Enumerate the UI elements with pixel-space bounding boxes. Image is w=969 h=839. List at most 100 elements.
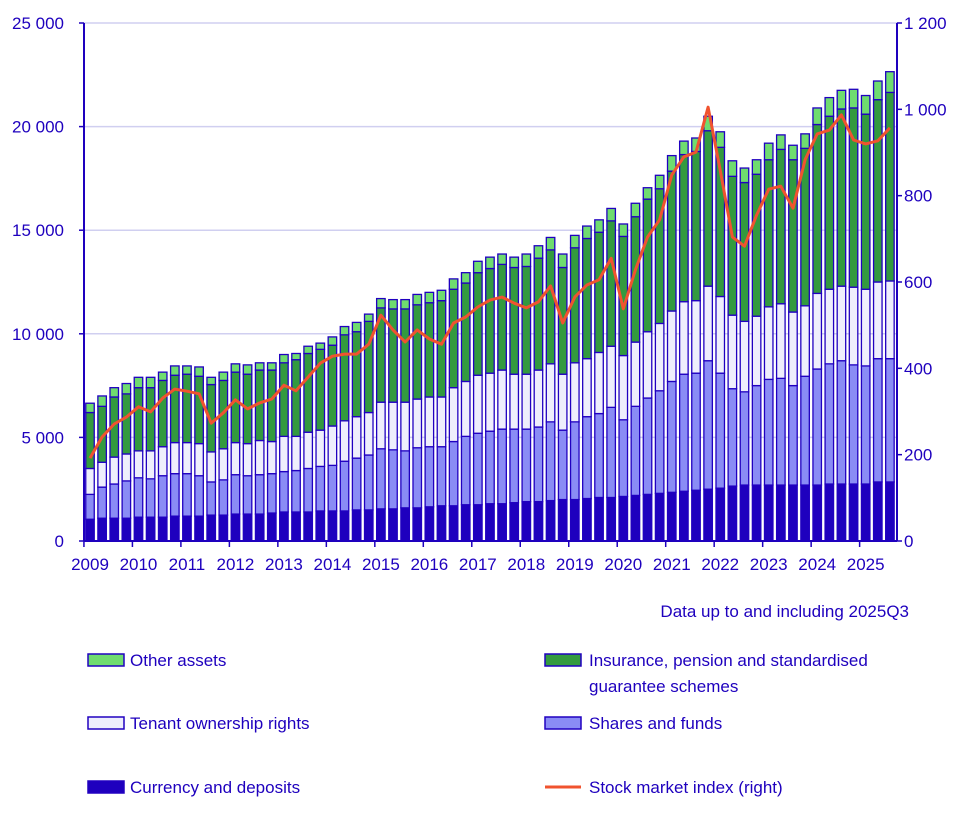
bar-stack-2009Q4 xyxy=(122,384,131,541)
bar-segment xyxy=(304,468,313,512)
bar-segment xyxy=(595,352,604,413)
bar-segment xyxy=(255,441,264,475)
bar-segment xyxy=(716,373,725,488)
bar-segment xyxy=(171,516,180,541)
bar-segment xyxy=(461,436,470,504)
bar-segment xyxy=(583,499,592,541)
bar-segment xyxy=(789,485,798,541)
bar-stack-2025Q1 xyxy=(861,96,870,541)
bar-segment xyxy=(522,254,531,266)
x-tick-label: 2010 xyxy=(120,555,158,574)
bar-stack-2020Q4 xyxy=(655,175,664,541)
bar-segment xyxy=(643,199,652,332)
bar-segment xyxy=(437,397,446,447)
bar-segment xyxy=(571,422,580,500)
bar-segment xyxy=(316,466,325,511)
bar-segment xyxy=(874,282,883,359)
legend-swatch-other-assets xyxy=(88,654,124,666)
bar-segment xyxy=(825,98,834,117)
bar-stack-2013Q4 xyxy=(316,343,325,541)
bar-segment xyxy=(837,361,846,484)
bar-segment xyxy=(365,314,374,321)
bar-segment xyxy=(498,370,507,429)
bar-segment xyxy=(98,487,107,518)
bar-segment xyxy=(752,386,761,485)
y-left-tick-label: 15 000 xyxy=(12,221,64,240)
y-left-tick-label: 5 000 xyxy=(21,428,64,447)
bar-segment xyxy=(110,484,119,518)
bar-segment xyxy=(861,289,870,366)
bar-segment xyxy=(352,510,361,541)
bar-stack-2024Q1 xyxy=(813,108,822,541)
bar-segment xyxy=(801,485,810,541)
bar-segment xyxy=(534,502,543,541)
y-right-tick-label: 600 xyxy=(904,273,932,292)
bars xyxy=(86,72,894,541)
bar-segment xyxy=(134,451,143,478)
bar-segment xyxy=(777,378,786,485)
legend-swatch-insurance xyxy=(545,654,581,666)
bar-segment xyxy=(110,518,119,541)
bar-segment xyxy=(680,141,689,154)
bar-segment xyxy=(340,421,349,461)
bar-segment xyxy=(110,457,119,484)
bar-stack-2025Q3 xyxy=(886,72,895,541)
bar-segment xyxy=(631,406,640,495)
bar-segment xyxy=(583,359,592,417)
bar-segment xyxy=(704,286,713,361)
bar-segment xyxy=(146,479,155,517)
bar-segment xyxy=(595,497,604,541)
bar-segment xyxy=(764,379,773,485)
bar-segment xyxy=(631,342,640,406)
bar-segment xyxy=(231,372,240,442)
bar-segment xyxy=(474,505,483,541)
bar-segment xyxy=(86,413,95,469)
bar-segment xyxy=(98,462,107,487)
bar-segment xyxy=(243,476,252,514)
bar-segment xyxy=(534,427,543,502)
bar-segment xyxy=(461,273,470,283)
bar-segment xyxy=(631,495,640,541)
bar-segment xyxy=(522,429,531,502)
bar-segment xyxy=(437,301,446,397)
bar-stack-2011Q4 xyxy=(219,372,228,541)
bar-segment xyxy=(510,257,519,267)
bar-stack-2010Q1 xyxy=(134,377,143,541)
bar-stack-2018Q3 xyxy=(546,237,555,541)
bar-segment xyxy=(825,116,834,289)
data-note: Data up to and including 2025Q3 xyxy=(660,602,909,621)
bar-segment xyxy=(643,188,652,199)
bar-segment xyxy=(122,384,131,394)
bar-segment xyxy=(752,174,761,316)
bar-segment xyxy=(292,353,301,359)
legend-item-insurance: Insurance, pension and standardised guar… xyxy=(545,651,868,696)
bar-segment xyxy=(740,168,749,183)
bar-segment xyxy=(849,287,858,365)
bar-segment xyxy=(219,449,228,480)
bar-segment xyxy=(789,160,798,312)
bar-stack-2018Q1 xyxy=(522,254,531,541)
bar-segment xyxy=(801,376,810,485)
bar-stack-2021Q4 xyxy=(704,116,713,541)
bar-stack-2016Q1 xyxy=(425,292,434,541)
bar-segment xyxy=(86,403,95,412)
bar-segment xyxy=(510,429,519,503)
bar-stack-2019Q3 xyxy=(595,220,604,541)
bar-segment xyxy=(171,375,180,442)
bar-segment xyxy=(546,364,555,422)
bar-segment xyxy=(534,246,543,258)
bar-segment xyxy=(425,397,434,447)
bar-segment xyxy=(837,286,846,361)
bar-segment xyxy=(461,381,470,436)
bar-stack-2012Q1 xyxy=(231,364,240,541)
bar-segment xyxy=(619,356,628,420)
bar-segment xyxy=(316,430,325,466)
bar-segment xyxy=(631,203,640,216)
bar-segment xyxy=(110,388,119,397)
bar-segment xyxy=(510,503,519,541)
legend-swatch-currency xyxy=(88,781,124,793)
bar-segment xyxy=(183,366,192,374)
bar-segment xyxy=(268,513,277,541)
bar-segment xyxy=(207,377,216,384)
